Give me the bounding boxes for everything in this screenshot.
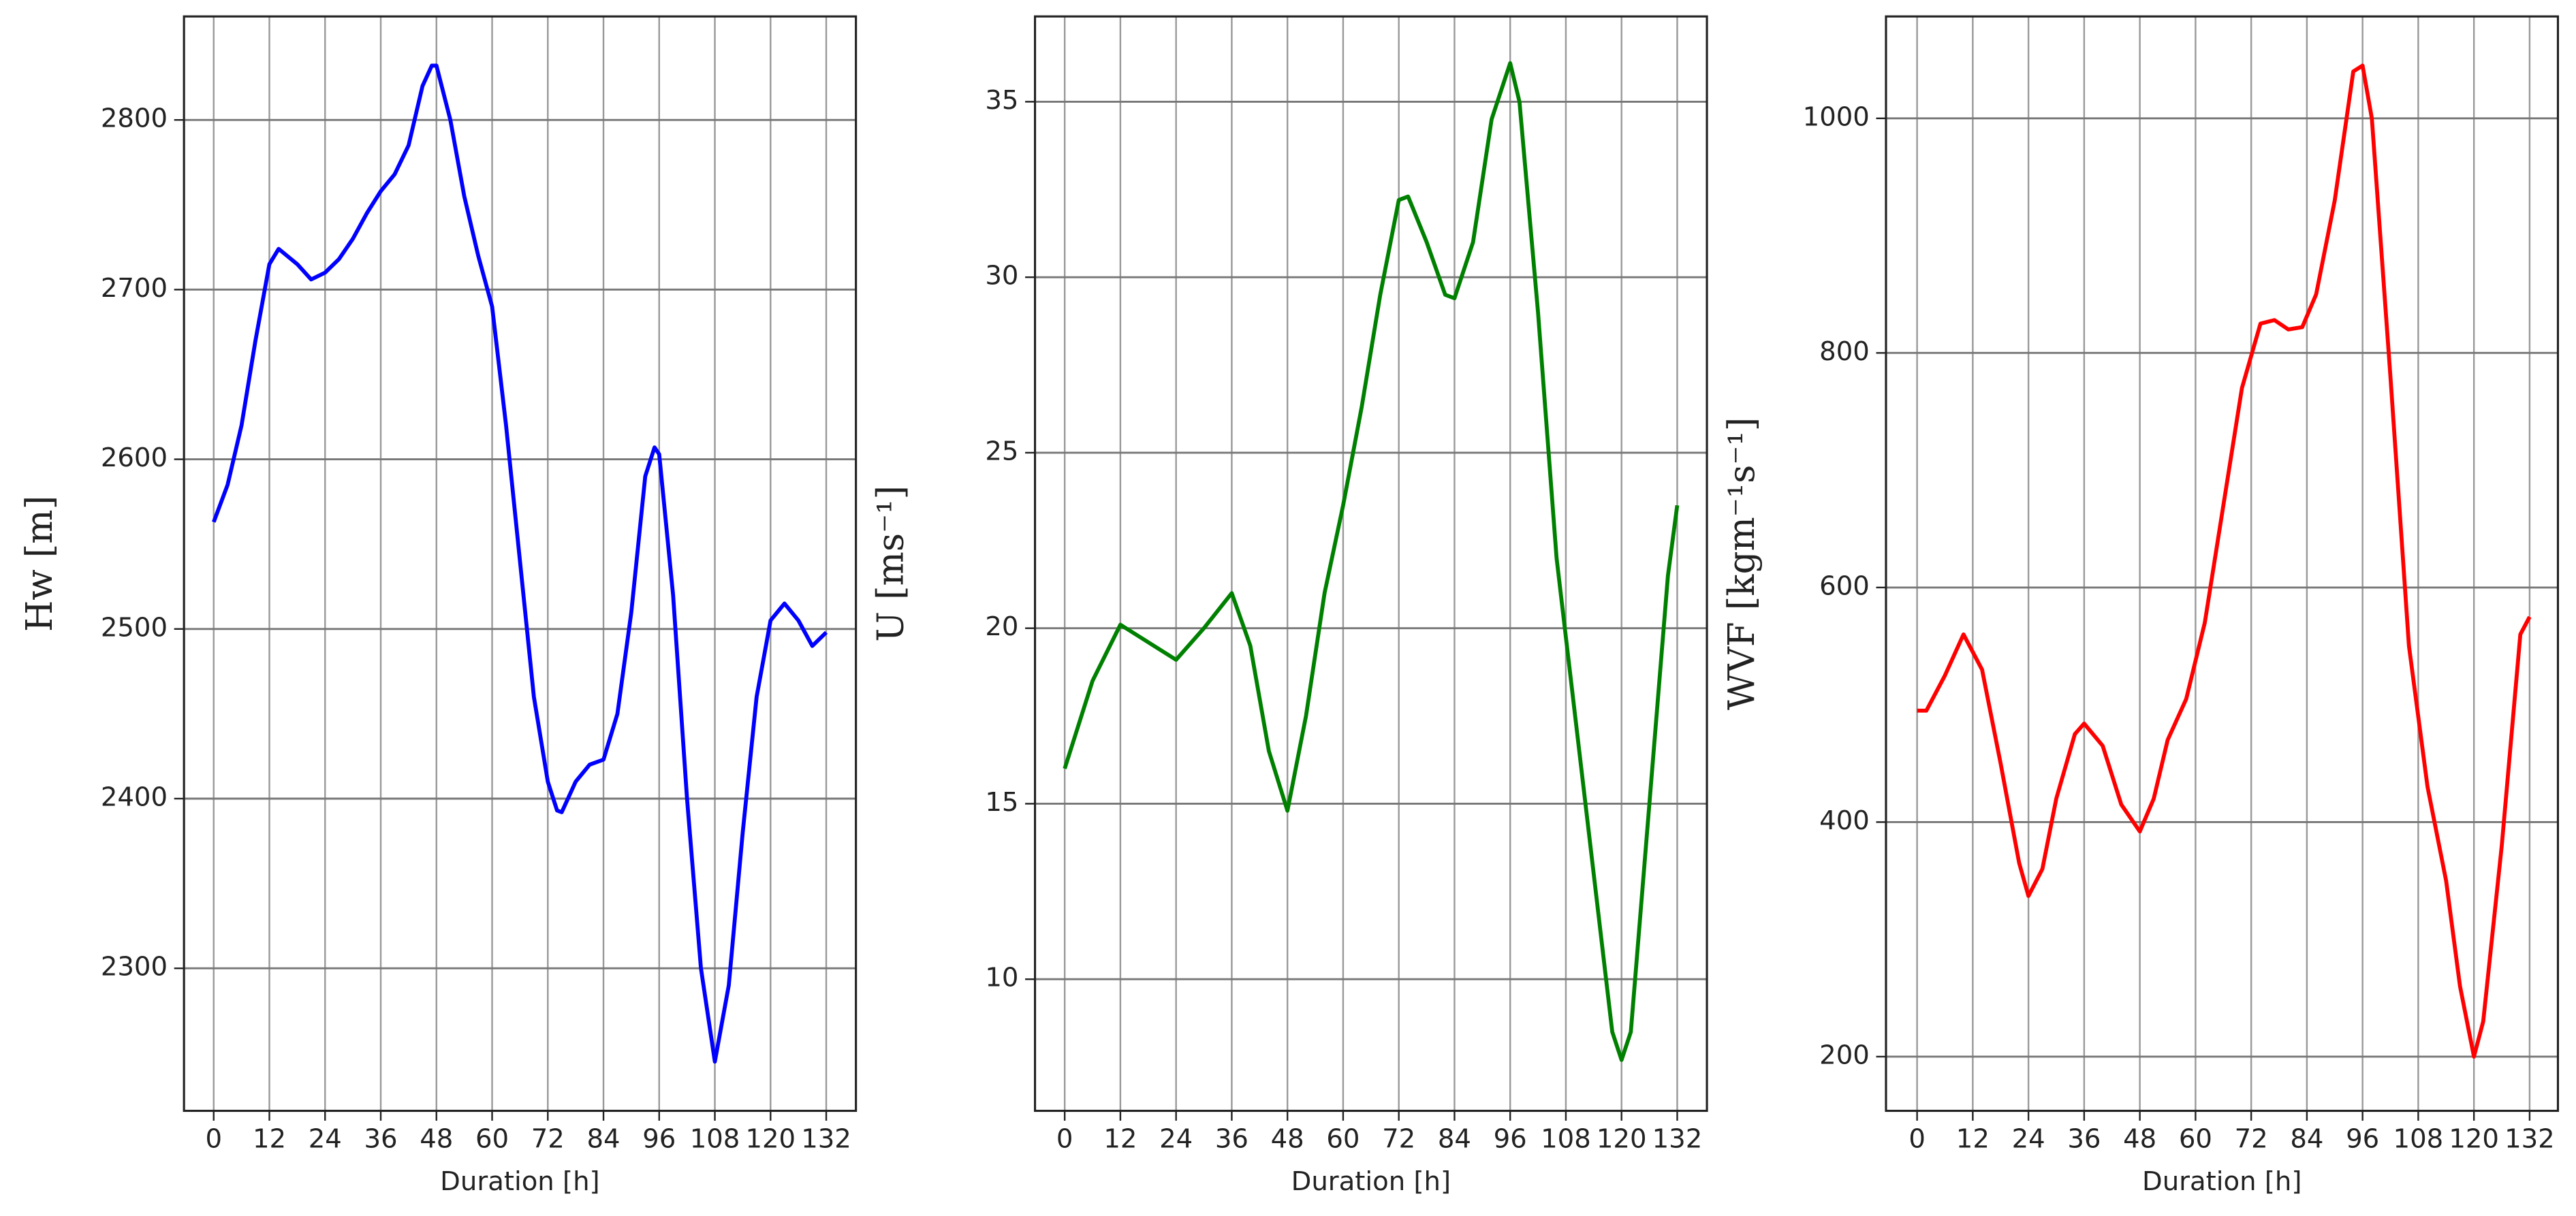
x-tick-label: 36 — [1215, 1123, 1248, 1154]
y-tick-label: 2700 — [101, 273, 168, 304]
x-tick-label: 60 — [475, 1123, 509, 1154]
x-tick-label: 120 — [1597, 1123, 1647, 1154]
x-tick-label: 60 — [1326, 1123, 1360, 1154]
x-tick-label: 36 — [364, 1123, 397, 1154]
y-tick-label: 800 — [1819, 336, 1870, 367]
x-axis-label: Duration [h] — [2142, 1166, 2302, 1197]
x-tick-label: 48 — [1271, 1123, 1304, 1154]
x-tick-label: 120 — [745, 1123, 796, 1154]
x-tick-label: 120 — [2449, 1123, 2499, 1154]
x-tick-label: 48 — [420, 1123, 453, 1154]
x-tick-label: 12 — [253, 1123, 286, 1154]
y-tick-label: 2800 — [101, 103, 168, 134]
y-tick-label: 2500 — [101, 612, 168, 643]
y-tick-label: 30 — [985, 261, 1018, 291]
x-axis-label: Duration [h] — [1291, 1166, 1451, 1197]
x-tick-label: 72 — [2235, 1123, 2268, 1154]
x-tick-label: 36 — [2067, 1123, 2101, 1154]
x-tick-label: 108 — [1541, 1123, 1591, 1154]
x-tick-label: 84 — [2290, 1123, 2323, 1154]
x-tick-label: 60 — [2179, 1123, 2212, 1154]
y-tick-label: 600 — [1819, 571, 1870, 601]
x-tick-label: 0 — [1909, 1123, 1926, 1154]
x-axis-label: Duration [h] — [440, 1166, 599, 1197]
x-tick-label: 96 — [1494, 1123, 1527, 1154]
plot-frame — [1885, 15, 2560, 1113]
x-tick-label: 24 — [309, 1123, 342, 1154]
y-tick-label: 200 — [1819, 1040, 1870, 1070]
x-tick-label: 132 — [2504, 1123, 2555, 1154]
x-tick-label: 48 — [2123, 1123, 2156, 1154]
y-axis-label: U [ms⁻¹] — [870, 485, 912, 642]
data-line — [1063, 61, 1680, 1062]
x-tick-label: 84 — [586, 1123, 620, 1154]
x-tick-label: 72 — [1382, 1123, 1415, 1154]
x-tick-label: 96 — [2346, 1123, 2379, 1154]
x-tick-label: 84 — [1438, 1123, 1471, 1154]
y-tick-label: 10 — [985, 963, 1018, 993]
x-tick-label: 12 — [1103, 1123, 1137, 1154]
plot-frame — [183, 15, 858, 1113]
y-tick-label: 2300 — [101, 952, 168, 982]
x-tick-label: 132 — [1652, 1123, 1703, 1154]
x-tick-label: 24 — [2012, 1123, 2045, 1154]
x-tick-label: 0 — [1056, 1123, 1073, 1154]
y-axis-label: Hw [m] — [18, 496, 61, 632]
x-tick-label: 108 — [2393, 1123, 2444, 1154]
y-tick-label: 25 — [985, 436, 1018, 466]
y-tick-label: 35 — [985, 85, 1018, 116]
y-tick-label: 20 — [985, 611, 1018, 642]
x-tick-label: 24 — [1159, 1123, 1193, 1154]
data-line — [212, 63, 828, 1064]
x-tick-label: 132 — [801, 1123, 851, 1154]
y-tick-label: 2600 — [101, 443, 168, 473]
x-tick-label: 96 — [642, 1123, 676, 1154]
x-tick-label: 0 — [205, 1123, 222, 1154]
x-tick-label: 72 — [531, 1123, 565, 1154]
y-axis-label: WVF [kgm⁻¹s⁻¹] — [1721, 417, 1763, 710]
y-tick-label: 400 — [1819, 805, 1870, 836]
y-tick-label: 15 — [985, 787, 1018, 818]
y-tick-label: 2400 — [101, 782, 168, 812]
plot-frame — [1033, 15, 1708, 1113]
x-tick-label: 108 — [690, 1123, 740, 1154]
y-tick-label: 1000 — [1803, 101, 1870, 132]
data-line — [1917, 63, 2532, 1059]
x-tick-label: 12 — [1956, 1123, 1990, 1154]
